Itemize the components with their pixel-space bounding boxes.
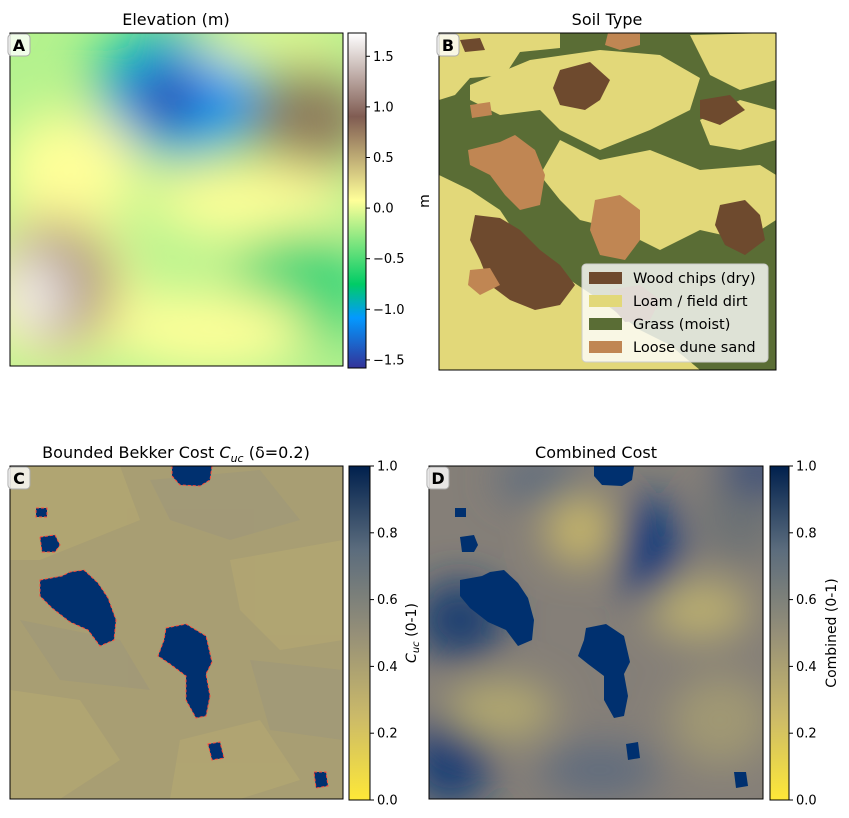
colorbar-d-tick-label: 0.4 [796, 660, 817, 675]
panel-a: Elevation (m) A [7, 10, 405, 369]
panel-d: Combined Cost [426, 443, 840, 809]
panel-a-title: Elevation (m) [122, 10, 229, 29]
panel-b-tag: B [436, 33, 460, 57]
panel-b-frame [438, 32, 777, 371]
colorbar-a-tick-label: −1.5 [373, 353, 405, 368]
legend-label: Loam / field dirt [633, 294, 748, 310]
colorbar-a-tick-label: 1.5 [373, 50, 394, 65]
panel-c-tag: C [7, 466, 31, 490]
colorbar-c-label: Cuc (0-1) [404, 603, 422, 663]
panel-d-tag: D [426, 466, 450, 490]
panel-c-frame [9, 465, 344, 800]
colorbar-a-tick-label: −0.5 [373, 252, 405, 267]
panel-b-title: Soil Type [572, 10, 643, 29]
colorbar-d-tick-label: 0.6 [796, 593, 817, 608]
legend-swatch [589, 295, 622, 307]
panel-c: Bounded Bekker Cost Cuc (δ=0.2) [7, 443, 422, 809]
colorbar-d-tick-label: 1.0 [796, 460, 817, 475]
legend-swatch [589, 318, 622, 330]
svg-text:D: D [431, 469, 444, 488]
colorbar-c-tick-label: 1.0 [377, 460, 398, 475]
legend-swatch [589, 341, 622, 353]
legend-label: Loose dune sand [633, 340, 756, 356]
panel-a-tag: A [7, 33, 31, 57]
colorbar-a-tick-label: 0.0 [373, 202, 394, 217]
cost-map [10, 466, 343, 799]
panel-d-frame [428, 465, 764, 800]
colorbar-c-tick-label: 0.2 [377, 727, 398, 742]
elevation-colorbar: −1.5 −1.0 −0.5 0.0 0.5 1.0 1.5 [347, 32, 405, 369]
svg-text:C: C [13, 469, 25, 488]
cost-colorbar: 0.0 0.2 0.4 0.6 0.8 1.0 [348, 460, 398, 809]
panel-a-frame [9, 32, 344, 367]
colorbar-d-tick-label: 0.8 [796, 526, 817, 541]
svg-text:B: B [442, 36, 454, 55]
soil-legend: Wood chips (dry) Loam / field dirt Grass (… [581, 263, 769, 363]
svg-text:A: A [13, 36, 26, 55]
colorbar-a-tick-label: 0.5 [373, 151, 394, 166]
legend-swatch [589, 272, 622, 284]
colorbar-c-tick-label: 0.8 [377, 526, 398, 541]
panel-b: Soil Type [417, 10, 777, 371]
combined-map [429, 466, 763, 799]
elevation-map [10, 33, 343, 366]
legend-label: Wood chips (dry) [633, 271, 756, 287]
colorbar-c-tick-label: 0.0 [377, 794, 398, 809]
legend-label: Grass (moist) [633, 317, 730, 333]
colorbar-d-tick-label: 0.2 [796, 727, 817, 742]
colorbar-a-tick-label: 1.0 [373, 100, 394, 115]
panel-c-title: Bounded Bekker Cost Cuc (δ=0.2) [42, 443, 310, 465]
colorbar-a-tick-label: −1.0 [373, 303, 405, 318]
panel-d-title: Combined Cost [535, 443, 657, 462]
colorbar-a-label: m [417, 194, 433, 208]
colorbar-c-tick-label: 0.4 [377, 660, 398, 675]
colorbar-d-tick-label: 0.0 [796, 794, 817, 809]
colorbar-d-label: Combined (0-1) [824, 578, 840, 687]
colorbar-c-tick-label: 0.6 [377, 593, 398, 608]
combined-colorbar: 0.0 0.2 0.4 0.6 0.8 1.0 [769, 460, 817, 809]
